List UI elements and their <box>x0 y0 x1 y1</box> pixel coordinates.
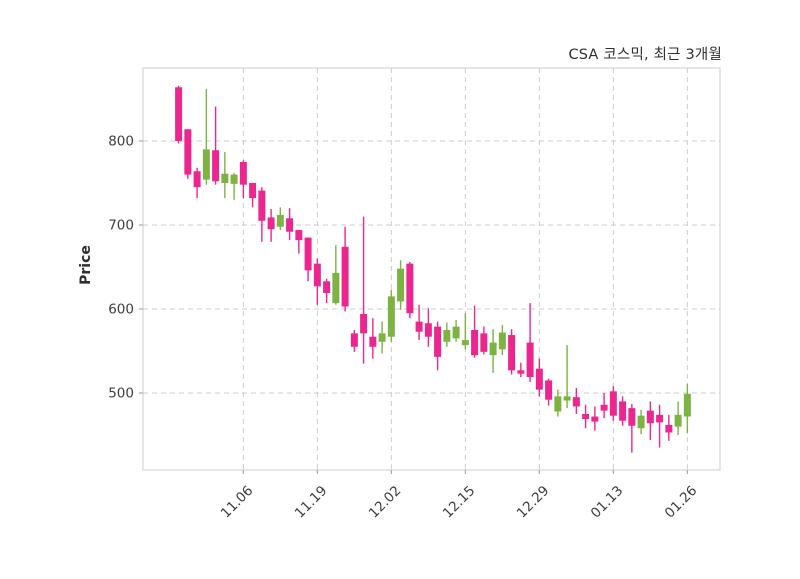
candle-body-up <box>332 272 340 304</box>
x-tick-label: 01.26 <box>662 483 701 522</box>
candle-body-down <box>517 370 525 374</box>
candle-body-down <box>471 330 479 356</box>
candle-body-up <box>387 296 395 337</box>
candle-body-down <box>665 424 673 433</box>
candle-body-down <box>304 237 312 271</box>
candle-body-up <box>674 414 682 427</box>
x-tick-label: 12.29 <box>514 483 553 522</box>
candle-body-up <box>489 342 497 356</box>
candle-body-down <box>258 190 266 221</box>
candle-body-up <box>221 173 229 183</box>
x-tick-label: 12.02 <box>366 483 405 522</box>
y-tick-label: 700 <box>108 218 134 234</box>
candle-body-up <box>637 415 645 429</box>
x-tick-label: 12.15 <box>440 483 479 522</box>
x-tick-label: 01.13 <box>588 483 627 522</box>
candle-body-down <box>313 263 321 287</box>
candle-body-down <box>646 410 654 424</box>
candle-body-up <box>378 333 386 342</box>
candle-body-up <box>498 332 506 350</box>
x-tick-label: 11.06 <box>218 483 257 522</box>
candle-body-down <box>545 380 553 400</box>
candle-body-down <box>369 336 377 347</box>
candle-body-down <box>267 217 275 230</box>
candle-body-down <box>249 183 257 199</box>
candle-body-down <box>424 323 432 337</box>
y-axis-label: Price <box>78 245 94 285</box>
candle-body-up <box>554 396 562 412</box>
candle-body-down <box>619 401 627 421</box>
candle-body-down <box>526 342 534 378</box>
candle-body-down <box>609 391 617 416</box>
candle-body-down <box>341 246 349 307</box>
candle-body-down <box>600 404 608 411</box>
candle-body-down <box>591 416 599 422</box>
candle-body-down <box>175 87 183 141</box>
candle-body-down <box>184 129 192 175</box>
candle-body-down <box>193 171 201 188</box>
candle-body-down <box>295 230 303 241</box>
candle-body-up <box>452 326 460 339</box>
y-tick-label: 600 <box>108 302 134 318</box>
candle-body-down <box>239 162 247 185</box>
candle-body-up <box>230 174 238 184</box>
candle-body-down <box>360 314 368 334</box>
candle-body-up <box>683 393 691 417</box>
candle-body-down <box>350 333 358 347</box>
candle-body-up <box>461 340 469 346</box>
y-tick-label: 800 <box>108 134 134 150</box>
y-tick-label: 500 <box>108 386 134 402</box>
candle-body-down <box>323 281 331 294</box>
candle-body-down <box>480 333 488 352</box>
candle-body-down <box>406 263 414 314</box>
candle-body-down <box>628 408 636 426</box>
candle-body-up <box>202 149 210 180</box>
candle-body-down <box>212 150 220 182</box>
candle-body-down <box>535 368 543 390</box>
candle-body-up <box>563 396 571 401</box>
candle-body-down <box>286 218 294 232</box>
x-tick-label: 11.19 <box>292 483 331 522</box>
candle-body-up <box>276 214 284 227</box>
candle-body-down <box>415 321 423 332</box>
chart-title: CSA 코스믹, 최근 3개월 <box>568 47 722 63</box>
candle-body-up <box>443 330 451 342</box>
candle-body-up <box>397 268 405 302</box>
candle-body-down <box>508 335 516 371</box>
candle-body-down <box>434 326 442 357</box>
candle-body-down <box>582 414 590 420</box>
candle-body-down <box>656 414 664 423</box>
candle-body-down <box>572 397 580 407</box>
